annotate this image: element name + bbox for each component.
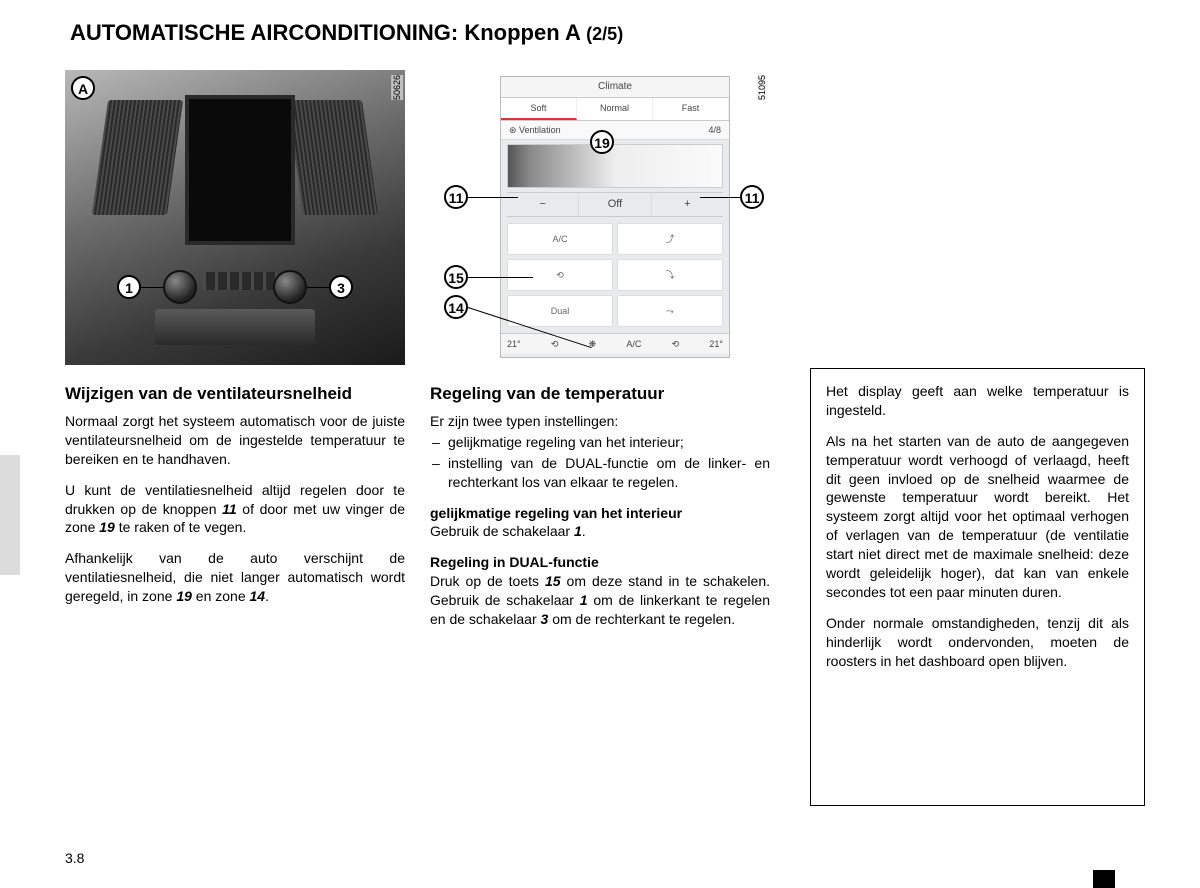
page-title-sub: (2/5) xyxy=(586,24,623,44)
callout-11-right: 11 xyxy=(740,185,764,209)
leader-15 xyxy=(468,277,533,278)
callout-15: 15 xyxy=(444,265,468,289)
dashboard-knob-right xyxy=(273,270,307,304)
tab-fast: Fast xyxy=(653,98,729,120)
heading-fan-speed: Wijzigen van de ventilateursnelheid xyxy=(65,383,405,406)
temp-types-list: gelijkmatige regeling van het interieur;… xyxy=(430,433,770,492)
grid-dual: Dual xyxy=(507,295,613,327)
touchscreen-tabs: Soft Normal Fast xyxy=(501,98,729,121)
grid-flow: ⤳ xyxy=(617,295,723,327)
figure-B: 51095 Climate Soft Normal Fast ⊛ Ventila… xyxy=(430,70,770,365)
btn-off: Off xyxy=(579,193,651,216)
dashboard-lower-panel xyxy=(155,309,315,345)
leader-11r xyxy=(700,197,740,198)
p-temp-intro: Er zijn twee typen instellingen: xyxy=(430,412,770,431)
page-edge-tab xyxy=(0,455,20,575)
p-fan-3: Afhankelijk van de auto verschijnt de ve… xyxy=(65,549,405,606)
callout-14: 14 xyxy=(444,295,468,319)
page-number: 3.8 xyxy=(65,850,84,866)
info-box: Het display geeft aan welke temperatuur … xyxy=(810,368,1145,806)
p-fan-2: U kunt de ventilatiesnelheid altijd rege… xyxy=(65,481,405,538)
leader-3 xyxy=(307,287,329,288)
bot-icon-3: ⟲ xyxy=(672,338,680,350)
p-dual: Druk op de toets 15 om deze stand in te … xyxy=(430,572,770,629)
info-p2: Als na het starten van de auto de aangeg… xyxy=(826,432,1129,602)
dashboard-vent-left xyxy=(92,100,183,215)
leader-11l xyxy=(468,197,518,198)
li-dual: instelling van de DUAL-functie om de lin… xyxy=(430,454,770,492)
touchscreen-bottom: 21° ⟲ ❋ A/C ⟲ 21° xyxy=(501,333,729,354)
callout-19: 19 xyxy=(590,130,614,154)
dashboard-button-row xyxy=(203,272,277,290)
ventilation-line: ⊛ Ventilation 4/8 xyxy=(501,121,729,140)
callout-11-left: 11 xyxy=(444,185,468,209)
grid-recirc: ⟲ xyxy=(507,259,613,291)
grid-ac: A/C xyxy=(507,223,613,255)
touchscreen-header: Climate xyxy=(501,77,729,98)
column-middle: 51095 Climate Soft Normal Fast ⊛ Ventila… xyxy=(430,70,770,641)
mode-grid: A/C ⤴ ⟲ ⤵ Dual ⤳ xyxy=(501,217,729,333)
corner-block xyxy=(1093,870,1115,888)
dashboard-knob-left xyxy=(163,270,197,304)
dashboard-vent-right xyxy=(287,100,378,215)
temp-left: 21° xyxy=(507,338,521,350)
figure-A-imgnum: 50626 xyxy=(391,75,403,100)
callout-3: 3 xyxy=(329,275,353,299)
bot-icon-2: ❋ xyxy=(589,338,597,350)
info-p1: Het display geeft aan welke temperatuur … xyxy=(826,382,1129,420)
info-p3: Onder normale omstandigheden, tenzij dit… xyxy=(826,614,1129,671)
bot-ac: A/C xyxy=(626,338,641,350)
vent-value: 4/8 xyxy=(708,124,721,136)
temp-right: 21° xyxy=(709,338,723,350)
ventilation-gradient xyxy=(507,144,723,188)
li-uniform: gelijkmatige regeling van het interieur; xyxy=(430,433,770,452)
bot-icon-1: ⟲ xyxy=(551,338,559,350)
page-title-main: AUTOMATISCHE AIRCONDITIONING: Knoppen A xyxy=(70,20,580,45)
callout-1: 1 xyxy=(117,275,141,299)
p-uniform: Gebruik de schakelaar 1. xyxy=(430,522,770,541)
subh-dual: Regeling in DUAL-functie xyxy=(430,553,770,572)
page-title: AUTOMATISCHE AIRCONDITIONING: Knoppen A … xyxy=(70,20,623,46)
grid-up: ⤴ xyxy=(617,223,723,255)
callout-A: A xyxy=(71,76,95,100)
heading-temp: Regeling van de temperatuur xyxy=(430,383,770,406)
off-row: − Off + xyxy=(507,192,723,217)
figure-A: 50626 A 1 3 xyxy=(65,70,405,365)
figure-B-imgnum: 51095 xyxy=(756,75,768,100)
p-fan-1: Normaal zorgt het systeem automatisch vo… xyxy=(65,412,405,469)
vent-label: ⊛ Ventilation xyxy=(509,124,561,136)
grid-down: ⤵ xyxy=(617,259,723,291)
subh-uniform: gelijkmatige regeling van het interieur xyxy=(430,504,770,523)
column-left: 50626 A 1 3 Wijzigen van de ventilateurs… xyxy=(65,70,405,641)
tab-normal: Normal xyxy=(577,98,653,120)
touchscreen: Climate Soft Normal Fast ⊛ Ventilation 4… xyxy=(500,76,730,358)
leader-1 xyxy=(141,287,163,288)
tab-soft: Soft xyxy=(501,98,577,120)
dashboard-screen xyxy=(185,95,295,245)
